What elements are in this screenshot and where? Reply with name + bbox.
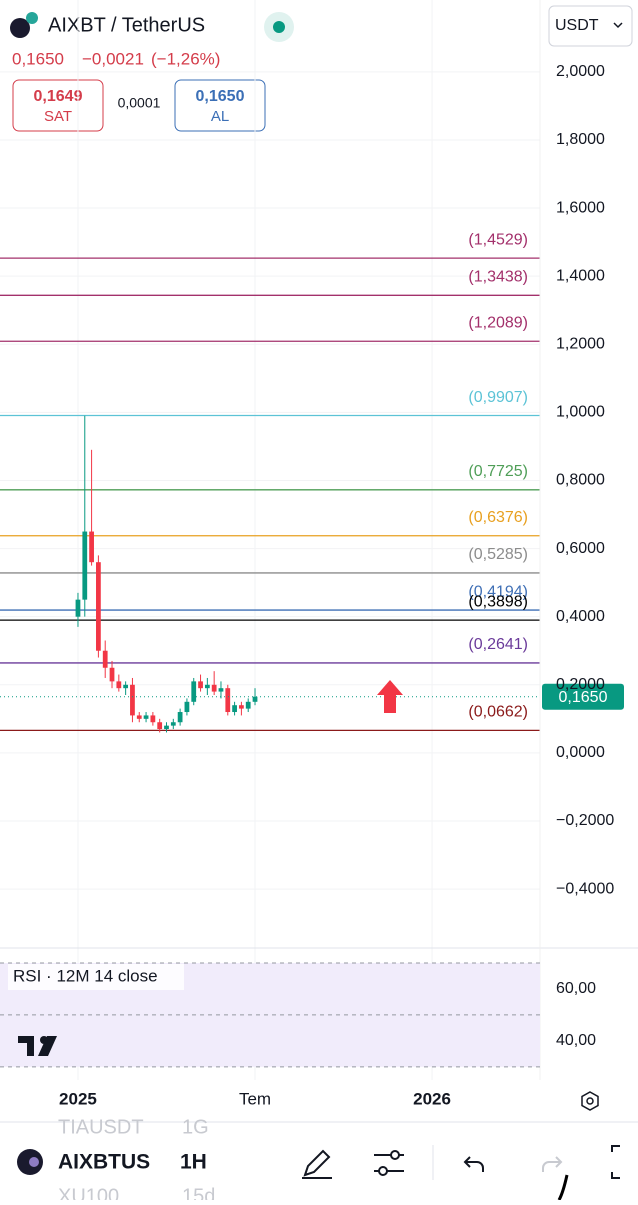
candle-body: [116, 681, 122, 689]
y-tick-label: −0,4000: [556, 880, 614, 897]
candle-body: [252, 696, 258, 702]
y-tick-label: 1,0000: [556, 404, 605, 421]
candle-body: [198, 681, 203, 689]
y-tick-label: 1,8000: [556, 131, 605, 148]
settings-icon[interactable]: [581, 1091, 599, 1111]
level-label: (1,3438): [468, 269, 528, 286]
next-interval: 15d: [182, 1185, 215, 1200]
level-label: (0,7725): [468, 463, 528, 480]
y-tick-label: 0,0000: [556, 744, 605, 761]
rsi-tick-label: 40,00: [556, 1032, 596, 1049]
candle-body: [211, 684, 217, 692]
spread: 0,0001: [118, 95, 161, 111]
candle-body: [191, 681, 197, 702]
y-tick-label: 2,0000: [556, 63, 605, 80]
prev-symbol: TIAUSDT: [58, 1116, 144, 1138]
candle-body: [218, 688, 224, 692]
symbol-title[interactable]: AIXBT / TetherUS: [48, 14, 205, 36]
candle-body: [184, 701, 190, 713]
rsi-title: RSI · 12M 14 close: [13, 966, 158, 985]
status-dot: [273, 21, 285, 33]
candle-body: [170, 722, 176, 726]
candle-body: [96, 562, 101, 651]
level-label: (0,2641): [468, 636, 528, 653]
candle-body: [164, 725, 169, 730]
pen-stroke: [557, 1174, 569, 1201]
candle-body: [102, 650, 108, 668]
candle-body: [239, 705, 244, 709]
prev-interval: 1G: [182, 1116, 209, 1138]
indicators-knob: [378, 1166, 388, 1176]
candle-body: [109, 667, 115, 682]
last-price-box: [542, 683, 624, 710]
candle-body: [130, 684, 135, 716]
level-label: (0,4194): [468, 583, 528, 600]
next-symbol: XU100: [58, 1185, 119, 1200]
candle-body: [232, 705, 237, 713]
settings-icon-center: [586, 1097, 594, 1105]
undo-icon[interactable]: [463, 1156, 484, 1172]
level-label: (0,3898): [468, 593, 528, 610]
level-label: (0,6376): [468, 509, 528, 526]
sell-button[interactable]: [12, 79, 104, 132]
rsi-title-bg: [8, 964, 184, 990]
level-label: (0,0662): [468, 704, 528, 721]
sell-price: 0,1649: [34, 88, 83, 105]
level-label: (0,9907): [468, 389, 528, 406]
candle-body: [123, 684, 129, 689]
y-tick-label: 1,6000: [556, 199, 605, 216]
currency-dropdown[interactable]: [548, 5, 633, 47]
y-tick-label: −0,2000: [556, 812, 614, 829]
candle-body: [245, 701, 251, 709]
fullscreen-icon[interactable]: [611, 1145, 620, 1179]
y-tick-label: 1,2000: [556, 335, 605, 352]
buy-button[interactable]: [174, 79, 266, 132]
level-label: (0,5285): [468, 546, 528, 563]
rsi-tick-label: 60,00: [556, 980, 596, 997]
change: −0,0021: [82, 49, 144, 68]
price: 0,1650: [12, 49, 64, 68]
candle-body: [136, 715, 142, 719]
x-tick-label: 2026: [413, 1089, 451, 1108]
symbol-icon: [10, 18, 30, 38]
x-tick-label: Tem: [239, 1089, 271, 1108]
candle-body: [204, 684, 210, 689]
y-tick-label: 0,4000: [556, 608, 605, 625]
level-label: (1,4529): [468, 231, 528, 248]
change-pct: (−1,26%): [151, 49, 220, 68]
candle-body: [75, 599, 81, 617]
x-tick-label: 2025: [59, 1089, 97, 1108]
candle-body: [89, 531, 94, 563]
draw-icon[interactable]: [302, 1149, 332, 1179]
last-price-label: 0,1650: [559, 689, 608, 706]
indicators-icon[interactable]: [374, 1154, 404, 1172]
sell-label: SAT: [44, 108, 72, 125]
toolbar-symbol-icon-inner: [29, 1157, 39, 1167]
y-tick-label: 0,8000: [556, 472, 605, 489]
toolbar-symbol[interactable]: AIXBTUS: [58, 1151, 150, 1174]
indicators-knob: [390, 1150, 400, 1160]
y-tick-label: 1,4000: [556, 267, 605, 284]
tv-logo-dot: [40, 1036, 48, 1044]
buy-label: AL: [211, 108, 229, 125]
level-label: (1,2089): [468, 314, 528, 331]
candle-body: [157, 722, 163, 730]
candle-body: [143, 715, 149, 719]
candle-body: [225, 688, 231, 713]
buy-arrow: [377, 680, 403, 713]
candle-body: [82, 531, 88, 600]
currency: USDT: [555, 17, 599, 34]
buy-price: 0,1650: [196, 88, 245, 105]
redo-icon[interactable]: [542, 1156, 563, 1172]
toolbar-interval[interactable]: 1H: [180, 1151, 207, 1174]
dropdown-caret: [613, 22, 623, 29]
symbol-icon-badge: [26, 12, 38, 24]
y-tick-label: 0,6000: [556, 540, 605, 557]
y-tick-label: 0,2000: [556, 676, 605, 693]
candle-body: [150, 715, 156, 723]
candle-body: [177, 712, 183, 723]
